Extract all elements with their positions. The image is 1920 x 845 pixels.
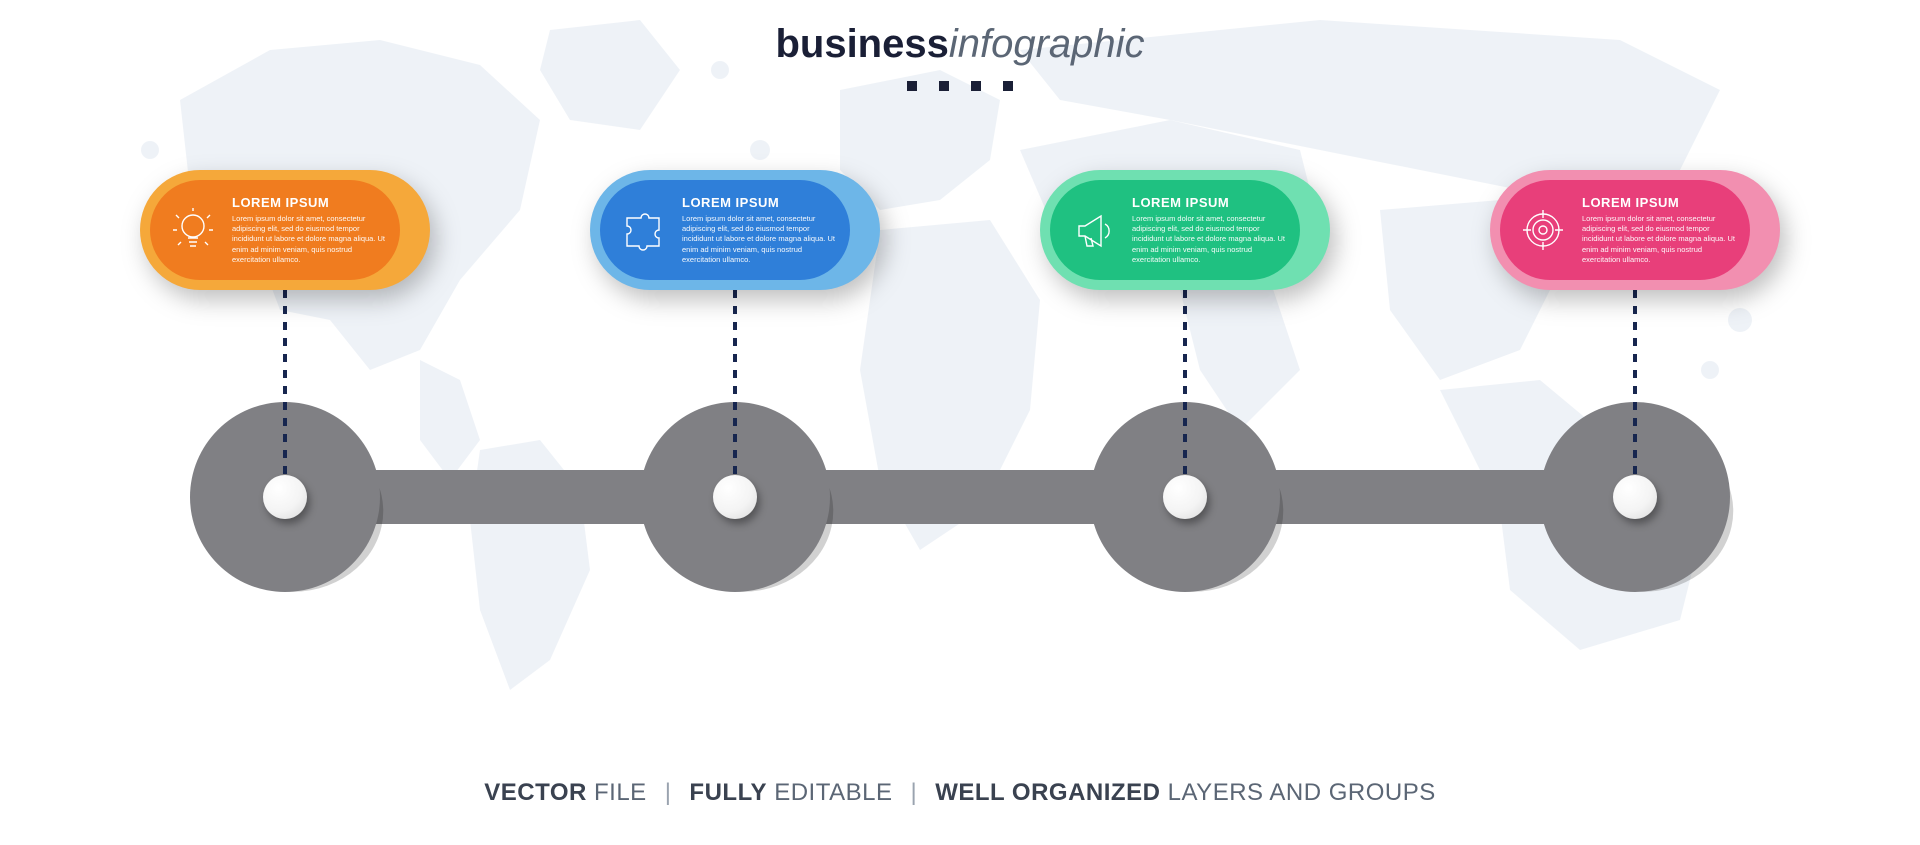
footer-strong: WELL ORGANIZED	[935, 779, 1160, 806]
title-dot	[1003, 81, 1013, 91]
steps-row: LOREM IPSUM Lorem ipsum dolor sit amet, c…	[140, 170, 1780, 290]
node-inner-dot	[713, 475, 757, 519]
title-dot	[907, 81, 917, 91]
step-body: Lorem ipsum dolor sit amet, consectetur …	[682, 214, 842, 265]
step-pill: LOREM IPSUM Lorem ipsum dolor sit amet, c…	[1040, 170, 1330, 290]
step-text: LOREM IPSUM Lorem ipsum dolor sit amet, c…	[1582, 195, 1742, 265]
title-bold: business	[775, 22, 948, 66]
step-text: LOREM IPSUM Lorem ipsum dolor sit amet, c…	[232, 195, 392, 265]
step-pill-inner: LOREM IPSUM Lorem ipsum dolor sit amet, c…	[1050, 180, 1300, 280]
footer-rest: LAYERS AND GROUPS	[1160, 779, 1435, 806]
step-title: LOREM IPSUM	[1132, 195, 1292, 210]
footer-rest: FILE	[587, 779, 647, 806]
step-pill-inner: LOREM IPSUM Lorem ipsum dolor sit amet, c…	[150, 180, 400, 280]
target-icon	[1518, 205, 1568, 255]
step-pill: LOREM IPSUM Lorem ipsum dolor sit amet, c…	[140, 170, 430, 290]
puzzle-icon	[618, 205, 668, 255]
footer-rest: EDITABLE	[767, 779, 892, 806]
step-text: LOREM IPSUM Lorem ipsum dolor sit amet, c…	[682, 195, 842, 265]
title-area: businessinfographic	[0, 22, 1920, 91]
step-pill: LOREM IPSUM Lorem ipsum dolor sit amet, c…	[1490, 170, 1780, 290]
step-body: Lorem ipsum dolor sit amet, consectetur …	[232, 214, 392, 265]
node-inner-dot	[1613, 475, 1657, 519]
title-light: infographic	[949, 22, 1145, 66]
megaphone-icon	[1068, 205, 1118, 255]
step-pill-inner: LOREM IPSUM Lorem ipsum dolor sit amet, c…	[1500, 180, 1750, 280]
page-title: businessinfographic	[0, 22, 1920, 67]
step-title: LOREM IPSUM	[1582, 195, 1742, 210]
footer-strong: FULLY	[689, 779, 767, 806]
title-dot	[939, 81, 949, 91]
step-pill: LOREM IPSUM Lorem ipsum dolor sit amet, c…	[590, 170, 880, 290]
step-body: Lorem ipsum dolor sit amet, consectetur …	[1582, 214, 1742, 265]
step-pill-inner: LOREM IPSUM Lorem ipsum dolor sit amet, c…	[600, 180, 850, 280]
node-inner-dot	[1163, 475, 1207, 519]
node-inner-dot	[263, 475, 307, 519]
step-text: LOREM IPSUM Lorem ipsum dolor sit amet, c…	[1132, 195, 1292, 265]
footer-separator: |	[910, 779, 917, 806]
lightbulb-icon	[168, 205, 218, 255]
footer-tagline: VECTOR FILE | FULLY EDITABLE | WELL ORGANIZE…	[0, 779, 1920, 807]
step-body: Lorem ipsum dolor sit amet, consectetur …	[1132, 214, 1292, 265]
title-dots	[0, 81, 1920, 91]
node-inner-dots	[0, 400, 1920, 640]
step-title: LOREM IPSUM	[682, 195, 842, 210]
footer-separator: |	[665, 779, 672, 806]
step-title: LOREM IPSUM	[232, 195, 392, 210]
footer-strong: VECTOR	[484, 779, 587, 806]
title-dot	[971, 81, 981, 91]
